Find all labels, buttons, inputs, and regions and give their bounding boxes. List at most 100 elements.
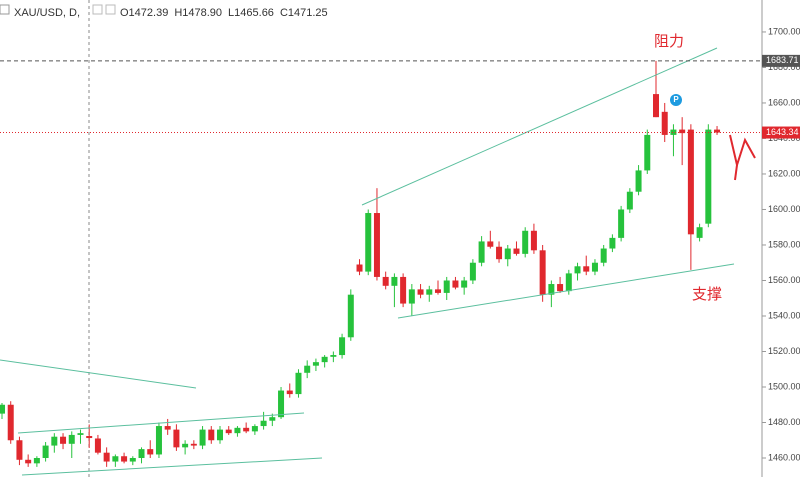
candle-body xyxy=(347,294,354,338)
price-label-box xyxy=(762,54,800,67)
candle-body xyxy=(68,434,75,444)
candle-body xyxy=(164,426,171,430)
y-tick-label: 1500.00 xyxy=(768,381,800,391)
y-tick-label: 1700.00 xyxy=(768,26,800,36)
y-tick-label: 1560.00 xyxy=(768,275,800,285)
icon xyxy=(105,4,116,15)
trendline xyxy=(17,412,305,434)
icon xyxy=(92,4,103,15)
y-tick-label: 1580.00 xyxy=(768,239,800,249)
candle-body xyxy=(190,443,197,446)
candle-body xyxy=(77,433,84,435)
candle-body xyxy=(591,262,598,272)
candle-body xyxy=(618,209,625,238)
event-marker-label: P xyxy=(673,95,679,104)
ohlc-value: O1472.39 xyxy=(120,7,168,19)
candle-body xyxy=(94,438,101,453)
candle-body xyxy=(365,213,372,272)
candle-body xyxy=(269,417,276,421)
candle-body xyxy=(42,445,49,459)
candle-body xyxy=(173,429,180,448)
ohlc-value: L1465.66 xyxy=(228,7,274,19)
candle-body xyxy=(705,129,712,224)
candle-body xyxy=(278,390,285,418)
candle-body xyxy=(138,449,145,459)
candle-body xyxy=(670,129,677,135)
candle-body xyxy=(330,355,337,357)
candle-body xyxy=(103,452,110,462)
y-tick-label: 1620.00 xyxy=(768,168,800,178)
y-tick-label: 1480.00 xyxy=(768,417,800,427)
y-tick-label: 1600.00 xyxy=(768,204,800,214)
candle-body xyxy=(225,429,232,434)
ohlc-value: C1471.25 xyxy=(280,7,328,19)
ohlc-legend: O1472.39 H1478.90 L1465.66 C1471.25 xyxy=(120,7,328,19)
icon xyxy=(0,4,10,15)
candle-body xyxy=(16,440,23,460)
candle-body xyxy=(373,213,380,277)
candle-body xyxy=(679,129,686,134)
candle-body xyxy=(548,284,555,295)
y-tick-label: 1660.00 xyxy=(768,97,800,107)
candle-body xyxy=(286,390,293,395)
candle-body xyxy=(496,246,503,260)
candle-body xyxy=(208,429,215,441)
candle-body xyxy=(565,273,572,292)
candle-body xyxy=(339,337,346,356)
zigzag-arrow xyxy=(729,134,756,169)
candle-body xyxy=(33,458,40,464)
trendline xyxy=(0,359,197,389)
annotation: 阻力 xyxy=(654,33,684,50)
candle-body xyxy=(321,356,328,363)
candle-body xyxy=(426,289,433,295)
candle-body xyxy=(112,456,119,462)
candle-body xyxy=(469,262,476,281)
candle-body xyxy=(435,289,441,293)
candle-body xyxy=(129,458,136,462)
candle-body xyxy=(182,443,189,448)
price-label: 1683.71 xyxy=(766,55,799,65)
candle-body xyxy=(400,276,407,304)
candle-body xyxy=(155,426,162,455)
candle-body xyxy=(417,289,424,295)
trendline xyxy=(21,457,323,476)
candle-body xyxy=(522,230,529,254)
candle-body xyxy=(391,276,398,286)
candle-body xyxy=(295,372,302,395)
annotation: 支撑 xyxy=(692,286,722,303)
candle-body xyxy=(478,241,485,263)
candle-body xyxy=(382,276,389,286)
candle-body xyxy=(644,134,651,171)
y-tick-label: 1540.00 xyxy=(768,310,800,320)
y-tick-label: 1520.00 xyxy=(768,346,800,356)
candle-body xyxy=(356,264,363,272)
price-label: 1643.34 xyxy=(766,127,799,137)
trendlines xyxy=(0,47,735,476)
candle-body xyxy=(513,248,520,254)
candle-body xyxy=(251,426,258,432)
candle-body xyxy=(626,191,633,210)
candle-body xyxy=(653,94,659,118)
candle-body xyxy=(714,129,721,133)
candle-body xyxy=(7,404,14,441)
candle-body xyxy=(583,266,590,272)
candles xyxy=(0,60,721,467)
candle-body xyxy=(25,459,32,464)
candle-body xyxy=(86,436,93,439)
trendline xyxy=(397,263,735,319)
candle-body xyxy=(51,436,58,446)
candle-body xyxy=(687,129,694,235)
candle-body xyxy=(147,449,154,455)
candle-body xyxy=(487,241,494,247)
candle-body xyxy=(452,280,459,288)
candle-body xyxy=(243,427,250,432)
candle-body xyxy=(121,456,128,462)
candle-body xyxy=(574,266,581,274)
candle-body xyxy=(609,237,616,249)
candle-body xyxy=(0,404,5,414)
candle-body xyxy=(661,111,668,135)
ohlc-value: H1478.90 xyxy=(174,7,222,19)
candle-body xyxy=(60,436,67,444)
